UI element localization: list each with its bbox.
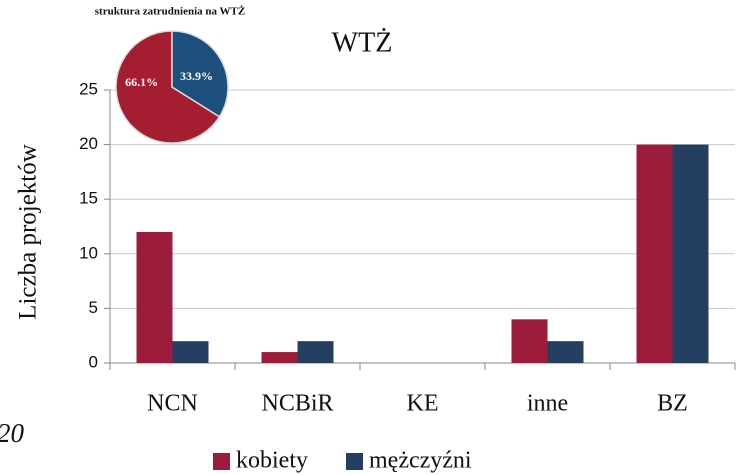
pie-label: 33.9% (180, 69, 213, 83)
pie-slice (171, 30, 229, 118)
bar (297, 341, 334, 363)
chart-title: WTŻ (332, 27, 393, 58)
y-tick-label: 25 (79, 79, 98, 98)
y-tick-label: 20 (79, 134, 98, 153)
x-tick-label: NCN (147, 391, 198, 417)
legend-label: kobiety (236, 448, 308, 474)
x-tick-label: inne (527, 391, 568, 417)
page-number: 20 (0, 418, 25, 448)
legend-swatch (213, 453, 230, 470)
y-tick-label: 10 (79, 243, 98, 262)
bar (172, 341, 209, 363)
bar (547, 341, 584, 363)
y-axis-label: Liczba projektów (15, 144, 42, 320)
x-tick-label: NCBiR (261, 391, 333, 417)
pie-title: struktura zatrudnienia na WTŻ (95, 6, 245, 18)
pie-slice (115, 30, 221, 144)
bar (261, 352, 298, 363)
x-tick-label: KE (407, 391, 439, 417)
legend-swatch (346, 453, 363, 470)
bar (511, 319, 548, 363)
y-tick-label: 15 (79, 189, 98, 208)
legend-label: mężczyźni (369, 448, 472, 474)
bar (136, 231, 173, 363)
y-tick-label: 0 (89, 352, 98, 371)
y-tick-label: 5 (89, 298, 98, 317)
x-tick-label: BZ (657, 391, 688, 417)
bar (636, 144, 673, 363)
bar (672, 144, 709, 363)
pie-label: 66.1% (125, 75, 158, 89)
